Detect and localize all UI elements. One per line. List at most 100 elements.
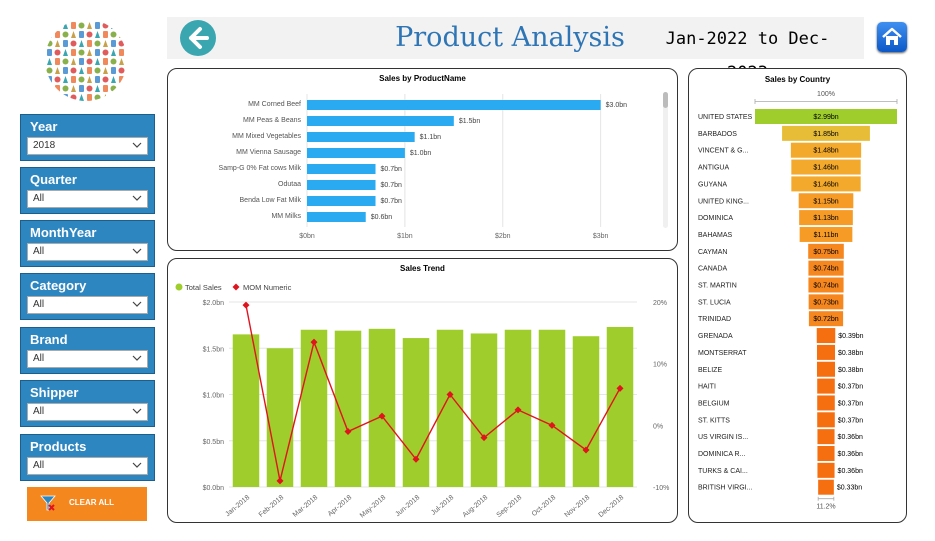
funnel-bar[interactable] (817, 446, 835, 461)
logo-item (110, 58, 117, 65)
bar[interactable] (307, 164, 376, 174)
logo-item (118, 67, 125, 74)
mom-marker[interactable] (616, 384, 624, 392)
chevron-down-icon (132, 355, 142, 361)
mom-marker[interactable] (276, 477, 284, 485)
logo-item (78, 49, 85, 56)
mom-marker[interactable] (514, 406, 522, 414)
bar[interactable] (307, 212, 366, 222)
scrollbar-track[interactable] (663, 92, 668, 228)
slicer-monthyear-dropdown[interactable]: All (27, 243, 148, 261)
funnel-bar[interactable] (798, 193, 854, 209)
bar[interactable] (307, 180, 376, 190)
mom-marker[interactable] (310, 338, 318, 346)
product-collage-logo (45, 19, 128, 101)
funnel-bar[interactable] (790, 142, 862, 158)
logo-item (119, 58, 124, 65)
clear-filter-icon (40, 495, 56, 511)
data-label: $1.11bn (814, 232, 839, 239)
logo-item (103, 58, 108, 65)
slicer-shipper-dropdown[interactable]: All (27, 403, 148, 421)
funnel-bar[interactable] (791, 159, 861, 175)
clear-all-button[interactable]: CLEAR ALL (27, 487, 147, 521)
chevron-down-icon (132, 301, 142, 307)
bar[interactable] (307, 196, 376, 206)
funnel-bar[interactable] (791, 176, 861, 192)
logo-item (55, 94, 60, 101)
logo-item (87, 67, 92, 74)
slicer-brand-dropdown[interactable]: All (27, 350, 148, 368)
slicer-quarter-dropdown[interactable]: All (27, 190, 148, 208)
logo-item (63, 22, 68, 29)
mom-marker[interactable] (344, 428, 352, 435)
sales-bar[interactable] (470, 333, 498, 487)
sales-bar[interactable] (538, 329, 566, 487)
mom-marker[interactable] (582, 446, 590, 454)
logo-item (94, 40, 101, 47)
sales-bar[interactable] (232, 334, 260, 487)
slicer-year-label: Year (30, 119, 58, 134)
sales-bar[interactable] (572, 336, 600, 487)
funnel-bar[interactable] (817, 378, 835, 394)
mom-marker[interactable] (480, 434, 488, 442)
funnel-bar[interactable] (817, 462, 835, 478)
funnel-bar[interactable] (808, 311, 844, 327)
bar[interactable] (307, 116, 454, 126)
funnel-bar[interactable] (816, 361, 836, 377)
funnel-bar[interactable] (817, 412, 835, 428)
slicer-monthyear-value: All (33, 246, 45, 257)
bar[interactable] (307, 132, 415, 142)
funnel-bar[interactable] (799, 210, 853, 226)
x-tick-label: Jun-2018 (394, 494, 421, 518)
funnel-bar[interactable] (816, 328, 836, 344)
slicer-shipper-value: All (33, 406, 45, 417)
funnel-bar[interactable] (755, 109, 897, 124)
funnel-bar[interactable] (799, 226, 853, 242)
funnel-bar[interactable] (816, 344, 836, 360)
mom-marker[interactable] (446, 391, 454, 398)
logo-item (54, 76, 61, 83)
funnel-bar[interactable] (818, 479, 834, 495)
sales-by-product-panel: Sales by ProductName $0bn $1bn $2bn $3bn MM … (167, 68, 678, 251)
mom-marker[interactable] (548, 421, 556, 429)
slicer-category-dropdown[interactable]: All (27, 296, 148, 314)
logo-item (127, 94, 128, 101)
back-button[interactable] (180, 20, 216, 56)
funnel-bar[interactable] (808, 294, 844, 310)
sales-bar[interactable] (266, 348, 294, 487)
x-tick-label: $2bn (495, 233, 511, 240)
chevron-down-icon (132, 462, 142, 468)
funnel-bar[interactable] (817, 395, 835, 411)
country-label: TURKS & CAI... (698, 468, 748, 475)
bar[interactable] (307, 148, 405, 158)
logo-item (87, 49, 92, 56)
mom-marker[interactable] (378, 412, 386, 420)
funnel-bar[interactable] (808, 277, 844, 293)
home-button[interactable] (877, 22, 907, 52)
logo-item (71, 49, 76, 56)
sales-bar[interactable] (436, 329, 464, 487)
data-label: $0.6bn (371, 214, 393, 221)
logo-item (87, 76, 92, 83)
funnel-bar[interactable] (808, 260, 844, 276)
category-label: MM Mixed Vegetables (232, 133, 301, 140)
logo-item (103, 40, 108, 47)
x-tick-label: Oct-2018 (531, 494, 558, 518)
sales-bar[interactable] (368, 328, 396, 487)
funnel-bar[interactable] (808, 243, 844, 259)
sales-bar[interactable] (402, 338, 430, 487)
mom-marker[interactable] (242, 301, 250, 309)
logo-item (71, 31, 76, 38)
bar[interactable] (307, 100, 601, 110)
sales-bar[interactable] (300, 329, 328, 487)
logo-item (127, 58, 128, 65)
funnel-bar[interactable] (782, 125, 870, 141)
slicer-products-dropdown[interactable]: All (27, 457, 148, 475)
mom-marker[interactable] (412, 455, 420, 463)
scrollbar-thumb[interactable] (663, 92, 668, 108)
y2-tick-label: 10% (653, 362, 667, 369)
funnel-bar[interactable] (817, 429, 835, 445)
sales-bar[interactable] (606, 326, 634, 487)
legend-marker (175, 283, 183, 291)
slicer-year-dropdown[interactable]: 2018 (27, 137, 148, 155)
